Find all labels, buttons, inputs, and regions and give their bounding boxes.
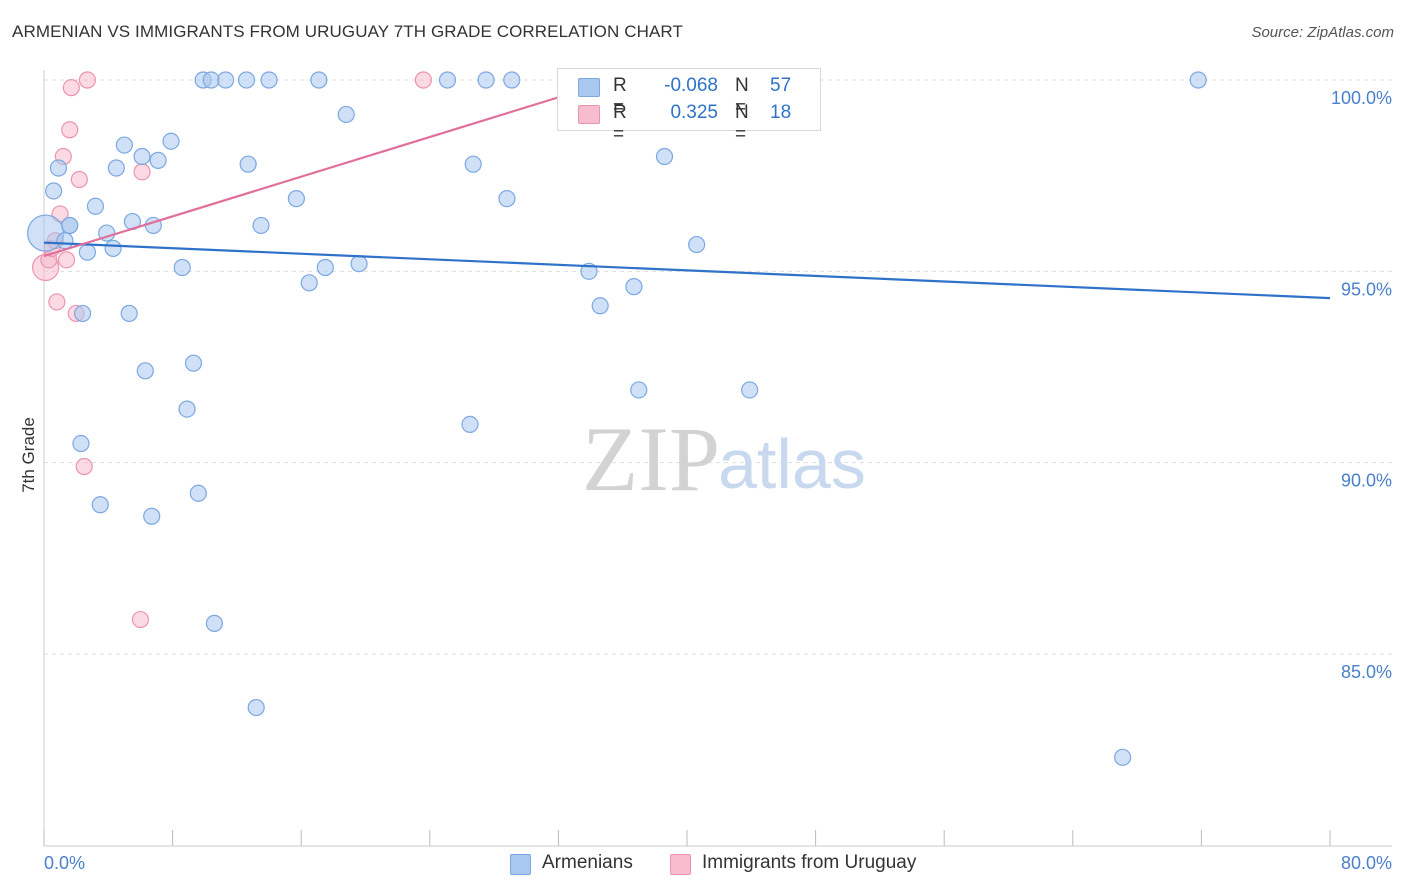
point-armenians-14 bbox=[115, 136, 133, 154]
point-armenians-8 bbox=[78, 243, 97, 261]
point-armenians-15 bbox=[120, 304, 138, 323]
point-armenians-3 bbox=[56, 232, 74, 250]
point-armenians-57 bbox=[1189, 71, 1207, 89]
point-armenians-55 bbox=[741, 381, 759, 399]
legend-n-value: 18 bbox=[770, 102, 792, 123]
y-tick-label-90: 90.0% bbox=[1341, 471, 1392, 491]
watermark-zip: ZIP bbox=[582, 408, 720, 510]
point-armenians-50 bbox=[591, 297, 609, 315]
point-armenians-44 bbox=[464, 155, 482, 173]
point-armenians-9 bbox=[86, 197, 105, 215]
bottom-legend-label-uruguay: Immigrants from Uruguay bbox=[702, 852, 917, 873]
bottom-legend-swatch-uruguay bbox=[670, 854, 691, 875]
point-armenians-47 bbox=[503, 71, 521, 89]
trendline-uruguay bbox=[43, 78, 615, 258]
point-armenians-32 bbox=[239, 155, 257, 173]
point-armenians-18 bbox=[136, 362, 154, 380]
point-armenians-17 bbox=[133, 147, 151, 166]
point-armenians-25 bbox=[184, 354, 203, 372]
point-uruguay-10 bbox=[70, 170, 88, 189]
point-armenians-10 bbox=[91, 496, 109, 514]
point-armenians-29 bbox=[205, 614, 223, 632]
legend-r-value: 0.325 bbox=[670, 102, 718, 123]
legend-n-value: 57 bbox=[770, 75, 792, 96]
bottom-legend-label-armenians: Armenians bbox=[542, 852, 633, 873]
point-armenians-5 bbox=[61, 216, 79, 235]
legend-r-value: -0.068 bbox=[664, 75, 718, 96]
x-tick-label-1: 80.0% bbox=[1341, 853, 1392, 873]
legend-r-label: R = bbox=[613, 75, 627, 118]
point-armenians-46 bbox=[498, 190, 516, 208]
legend-n-label: N = bbox=[735, 102, 749, 145]
point-armenians-24 bbox=[178, 400, 196, 418]
legend-r-label: R = bbox=[613, 102, 627, 145]
point-uruguay-15 bbox=[414, 71, 432, 89]
point-uruguay-14 bbox=[131, 610, 150, 629]
y-tick-label-85: 85.0% bbox=[1341, 662, 1392, 682]
watermark-atlas: atlas bbox=[718, 425, 866, 503]
point-armenians-35 bbox=[260, 71, 278, 89]
point-armenians-42 bbox=[438, 71, 457, 89]
point-armenians-41 bbox=[350, 255, 368, 273]
point-armenians-13 bbox=[107, 159, 125, 177]
point-armenians-56 bbox=[1114, 748, 1132, 766]
legend-n-label: N = bbox=[735, 75, 749, 118]
point-uruguay-11 bbox=[75, 457, 93, 476]
x-tick-label-0: 0.0% bbox=[44, 853, 85, 873]
point-armenians-1 bbox=[45, 182, 63, 200]
point-armenians-31 bbox=[237, 71, 256, 89]
point-armenians-40 bbox=[337, 105, 355, 124]
point-armenians-37 bbox=[300, 274, 318, 292]
point-armenians-54 bbox=[688, 235, 706, 254]
point-uruguay-7 bbox=[61, 121, 79, 139]
point-armenians-43 bbox=[461, 415, 479, 433]
point-uruguay-3 bbox=[48, 293, 66, 311]
point-armenians-7 bbox=[73, 304, 92, 323]
point-armenians-30 bbox=[217, 71, 235, 89]
point-armenians-52 bbox=[630, 381, 648, 399]
point-armenians-21 bbox=[149, 151, 167, 169]
point-armenians-22 bbox=[162, 132, 180, 150]
y-tick-label-95: 95.0% bbox=[1341, 279, 1392, 299]
point-armenians-38 bbox=[310, 71, 328, 89]
point-armenians-6 bbox=[72, 434, 90, 453]
point-armenians-12 bbox=[104, 239, 122, 257]
point-uruguay-12 bbox=[78, 71, 97, 89]
chart-source: Source: ZipAtlas.com bbox=[1251, 24, 1394, 41]
chart-title: ARMENIAN VS IMMIGRANTS FROM URUGUAY 7TH … bbox=[12, 22, 683, 41]
legend-swatch-armenians bbox=[578, 78, 600, 97]
point-uruguay-6 bbox=[57, 251, 76, 269]
stats-legend: R = -0.068 N = 57 R = 0.325 N = 18 bbox=[557, 68, 821, 145]
point-armenians-33 bbox=[247, 698, 265, 717]
point-armenians-26 bbox=[189, 484, 207, 502]
point-armenians-19 bbox=[143, 507, 161, 525]
bottom-legend-swatch-armenians bbox=[510, 854, 531, 875]
point-armenians-34 bbox=[252, 216, 270, 235]
point-armenians-51 bbox=[625, 278, 643, 296]
point-armenians-53 bbox=[655, 147, 674, 166]
y-axis-label: 7th Grade bbox=[19, 417, 38, 493]
point-uruguay-8 bbox=[62, 79, 80, 97]
point-uruguay-13 bbox=[133, 163, 151, 181]
point-armenians-28 bbox=[202, 71, 220, 89]
point-armenians-2 bbox=[49, 159, 68, 177]
legend-swatch-uruguay bbox=[578, 105, 600, 124]
trendline-armenians bbox=[43, 241, 1331, 300]
y-tick-label-100: 100.0% bbox=[1331, 88, 1392, 108]
point-armenians-45 bbox=[477, 71, 495, 89]
point-armenians-36 bbox=[287, 190, 305, 208]
point-armenians-39 bbox=[316, 258, 334, 277]
point-armenians-23 bbox=[173, 258, 191, 277]
